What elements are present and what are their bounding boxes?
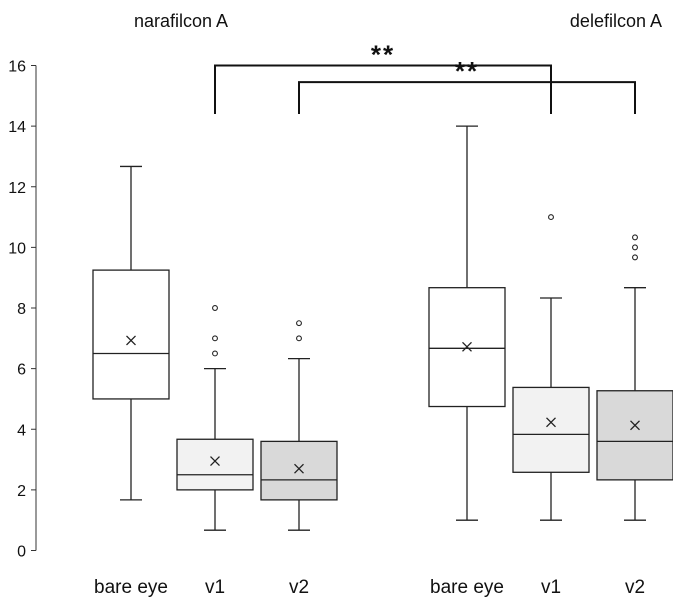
- outlier-point: [296, 320, 302, 327]
- outlier-point: [632, 244, 638, 251]
- box-1: [92, 165, 170, 501]
- box-5: [512, 214, 590, 521]
- box-3: [260, 320, 338, 531]
- bracket-line: [214, 64, 552, 114]
- box-iqr: [176, 438, 254, 491]
- y-tick-label: 6: [17, 362, 26, 379]
- significance-label: **: [371, 40, 395, 70]
- outlier-point: [296, 335, 302, 342]
- mean-marker: [126, 335, 136, 346]
- outlier-point: [212, 350, 218, 357]
- mean-marker: [210, 456, 220, 467]
- y-tick-label: 8: [17, 301, 26, 318]
- y-tick-label: 12: [8, 180, 26, 197]
- y-tick-label: 4: [17, 422, 26, 439]
- x-category-label: v1: [205, 577, 225, 598]
- y-tick-label: 10: [8, 240, 26, 257]
- significance-bracket-2: **: [298, 56, 636, 114]
- group-label: narafilcon A: [134, 11, 228, 31]
- y-axis: 0 2 4 6 8 10 12 14 16: [8, 59, 37, 561]
- x-category-label: bare eye: [94, 577, 168, 598]
- mean-marker: [546, 417, 556, 428]
- outlier-point: [632, 254, 638, 261]
- box-2: [176, 305, 254, 531]
- box-iqr: [92, 269, 170, 400]
- outlier-point: [212, 335, 218, 342]
- x-category-label: v2: [625, 577, 645, 598]
- box-iqr: [596, 390, 673, 481]
- box-iqr: [260, 440, 338, 501]
- significance-bracket-1: **: [214, 40, 552, 114]
- significance-label: **: [455, 56, 479, 86]
- box-4: [428, 125, 506, 521]
- x-category-label: v2: [289, 577, 309, 598]
- bracket-line: [298, 81, 636, 114]
- outlier-point: [212, 305, 218, 311]
- significance-brackets: ** **: [214, 40, 636, 114]
- outlier-point: [548, 214, 554, 221]
- mean-marker: [630, 420, 640, 431]
- group-label: delefilcon A: [570, 11, 662, 31]
- box-iqr: [512, 386, 590, 473]
- y-tick-label: 16: [8, 59, 26, 76]
- x-category-label: bare eye: [430, 577, 504, 598]
- box-6: [596, 234, 673, 521]
- y-tick-label: 14: [8, 119, 26, 136]
- y-tick-label: 0: [17, 544, 26, 561]
- x-category-label: v1: [541, 577, 561, 598]
- category-labels: bare eye v1 v2 bare eye v1 v2 narafilcon A dele…: [94, 11, 662, 598]
- mean-marker: [294, 463, 304, 474]
- mean-marker: [462, 341, 472, 352]
- outlier-point: [632, 234, 638, 241]
- box-plot-series: [92, 125, 673, 531]
- y-tick-label: 2: [17, 483, 26, 500]
